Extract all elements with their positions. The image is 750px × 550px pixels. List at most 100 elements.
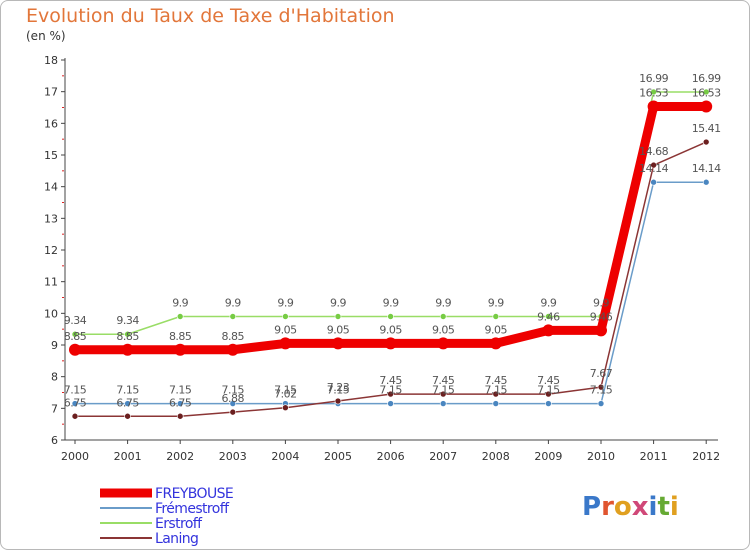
data-label: 7.45 [432, 374, 455, 387]
data-point [439, 313, 447, 320]
x-tick-label: 2010 [587, 450, 615, 463]
data-point [387, 400, 394, 407]
data-point [124, 330, 131, 338]
data-point [334, 397, 342, 405]
data-point [71, 412, 79, 420]
y-tick-label: 15 [44, 149, 58, 162]
y-tick-label: 9 [51, 339, 58, 352]
data-point [650, 178, 657, 186]
data-label: 7.15 [116, 384, 139, 397]
data-label: 9.9 [172, 297, 188, 310]
data-label: 7.23 [327, 381, 350, 394]
x-tick-label: 2012 [692, 450, 720, 463]
x-tick-label: 2006 [377, 450, 405, 463]
data-point [176, 400, 184, 407]
legend-label: FREYBOUSE [155, 486, 233, 502]
data-point [489, 337, 502, 350]
x-tick-label: 2007 [429, 450, 457, 463]
data-label: 7.15 [485, 384, 508, 397]
data-label: 6.75 [116, 396, 139, 409]
data-point [124, 412, 131, 420]
data-point [229, 408, 237, 416]
y-tick-label: 13 [44, 212, 58, 225]
data-label: 7.45 [537, 374, 560, 387]
data-point [282, 404, 289, 412]
x-tick-label: 2011 [640, 450, 668, 463]
data-label: 9.05 [432, 323, 455, 336]
data-point [69, 343, 81, 356]
data-point [226, 343, 239, 356]
y-tick-label: 16 [44, 117, 58, 130]
data-point [492, 390, 500, 398]
data-point [702, 138, 710, 146]
data-point [595, 324, 607, 337]
data-label: 8.85 [169, 330, 192, 343]
y-tick-label: 11 [44, 276, 58, 289]
data-label: 9.9 [225, 297, 241, 310]
chart-title: Evolution du Taux de Taxe d'Habitation [26, 5, 395, 27]
data-label: 16.99 [639, 72, 668, 85]
data-label: 7.15 [274, 384, 297, 397]
data-point [282, 313, 289, 320]
y-tick-label: 6 [51, 434, 58, 447]
data-point [176, 313, 184, 320]
data-point [279, 337, 292, 350]
data-label: 8.85 [222, 330, 245, 343]
data-point [702, 178, 710, 186]
data-point [334, 313, 342, 320]
data-label: 6.88 [222, 392, 245, 405]
data-point [650, 161, 657, 169]
data-label: 9.9 [488, 297, 504, 310]
data-point [545, 400, 552, 407]
data-point [545, 313, 552, 320]
data-point [71, 330, 79, 338]
data-point [647, 100, 660, 113]
data-label: 9.05 [327, 323, 350, 336]
data-point [597, 400, 605, 407]
data-label: 14.14 [639, 162, 668, 175]
data-point [124, 400, 131, 407]
legend-label: Erstroff [155, 516, 203, 532]
data-point [597, 383, 605, 391]
data-label: 9.05 [485, 323, 508, 336]
legend-label: Laning [155, 531, 198, 547]
x-tick-label: 2003 [219, 450, 247, 463]
y-tick-label: 10 [44, 307, 58, 320]
x-tick-label: 2002 [166, 450, 194, 463]
data-point [332, 337, 344, 350]
x-tick-label: 2004 [271, 450, 299, 463]
data-label: 7.67 [590, 367, 613, 380]
data-label: 7.15 [327, 384, 350, 397]
data-point [545, 390, 552, 398]
y-tick-label: 14 [44, 181, 58, 194]
data-label: 7.15 [537, 384, 560, 397]
data-label: 9.9 [435, 297, 451, 310]
data-point [229, 313, 237, 320]
data-label: 7.15 [379, 384, 402, 397]
data-point [229, 400, 237, 407]
x-tick-label: 2005 [324, 450, 352, 463]
data-point [174, 343, 187, 356]
data-label: 9.9 [330, 297, 346, 310]
y-tick-label: 18 [44, 54, 58, 67]
chart-subtitle: (en %) [26, 29, 66, 43]
data-point [492, 400, 500, 407]
data-label: 9.46 [537, 310, 560, 323]
data-point [702, 88, 710, 96]
data-label: 7.15 [590, 384, 613, 397]
data-label: 6.75 [64, 396, 87, 409]
proxiti-logo: Proxiti [582, 492, 679, 522]
x-tick-label: 2008 [482, 450, 510, 463]
data-point [387, 390, 394, 398]
data-point [176, 412, 184, 420]
data-point [439, 400, 447, 407]
data-point [439, 390, 447, 398]
data-point [121, 343, 134, 356]
data-label: 16.53 [692, 87, 721, 100]
data-label: 9.9 [277, 297, 293, 310]
y-tick-label: 17 [44, 86, 58, 99]
x-tick-label: 2009 [534, 450, 562, 463]
data-label: 9.05 [379, 323, 402, 336]
